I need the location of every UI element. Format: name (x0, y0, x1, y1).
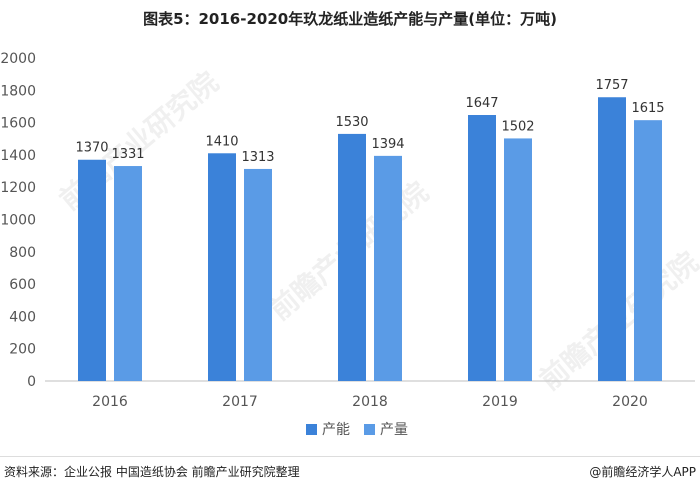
data-label: 1757 (595, 78, 628, 93)
y-tick-label: 1200 (0, 180, 36, 196)
y-tick-label: 0 (27, 374, 36, 390)
footer: 资料来源：企业公报 中国造纸协会 前瞻产业研究院整理 @前瞻经济学人APP (0, 456, 700, 489)
bar-output (504, 138, 532, 381)
bar-capacity (468, 115, 496, 382)
data-label: 1410 (205, 134, 238, 149)
y-tick-label: 800 (9, 245, 36, 261)
data-label: 1530 (335, 115, 368, 130)
bar-capacity (208, 153, 236, 381)
data-label: 1647 (465, 96, 498, 111)
y-tick-label: 200 (9, 342, 36, 358)
data-label: 1313 (241, 150, 274, 165)
y-tick-label: 400 (9, 309, 36, 325)
bar-output (244, 168, 272, 381)
bar-chart: 0 200 400 600 800 1000 1200 1400 1600 1800 2000 201… (0, 51, 695, 438)
legend-label: 产量 (380, 422, 408, 438)
y-tick-label: 1400 (0, 148, 36, 164)
data-label: 1615 (631, 101, 664, 116)
bar-output (374, 155, 402, 381)
bar-output (634, 120, 662, 382)
data-label: 1331 (111, 147, 144, 162)
legend-swatch (364, 424, 375, 435)
bar-capacity (598, 97, 626, 381)
legend-label: 产能 (322, 422, 350, 438)
data-label: 1502 (501, 119, 534, 134)
brand-label: @前瞻经济学人APP (589, 465, 696, 479)
y-tick-label: 600 (9, 277, 36, 293)
y-tick-label: 1800 (0, 83, 36, 99)
bar-capacity (338, 133, 366, 381)
x-tick-label: 2020 (612, 394, 648, 410)
x-tick-label: 2018 (352, 394, 388, 410)
data-label: 1370 (75, 141, 108, 156)
x-tick-label: 2019 (482, 394, 518, 410)
y-tick-label: 2000 (0, 51, 36, 67)
x-tick-label: 2017 (222, 394, 258, 410)
source-note: 资料来源：企业公报 中国造纸协会 前瞻产业研究院整理 (4, 465, 300, 479)
legend-swatch (306, 424, 317, 435)
y-tick-label: 1600 (0, 116, 36, 132)
bar-output (114, 166, 142, 381)
chart-title: 图表5：2016-2020年玖龙纸业造纸产能与产量(单位：万吨) (143, 10, 557, 28)
bar-capacity (78, 159, 106, 381)
data-label: 1394 (371, 137, 404, 152)
x-tick-label: 2016 (92, 394, 128, 410)
y-tick-label: 1000 (0, 213, 36, 229)
